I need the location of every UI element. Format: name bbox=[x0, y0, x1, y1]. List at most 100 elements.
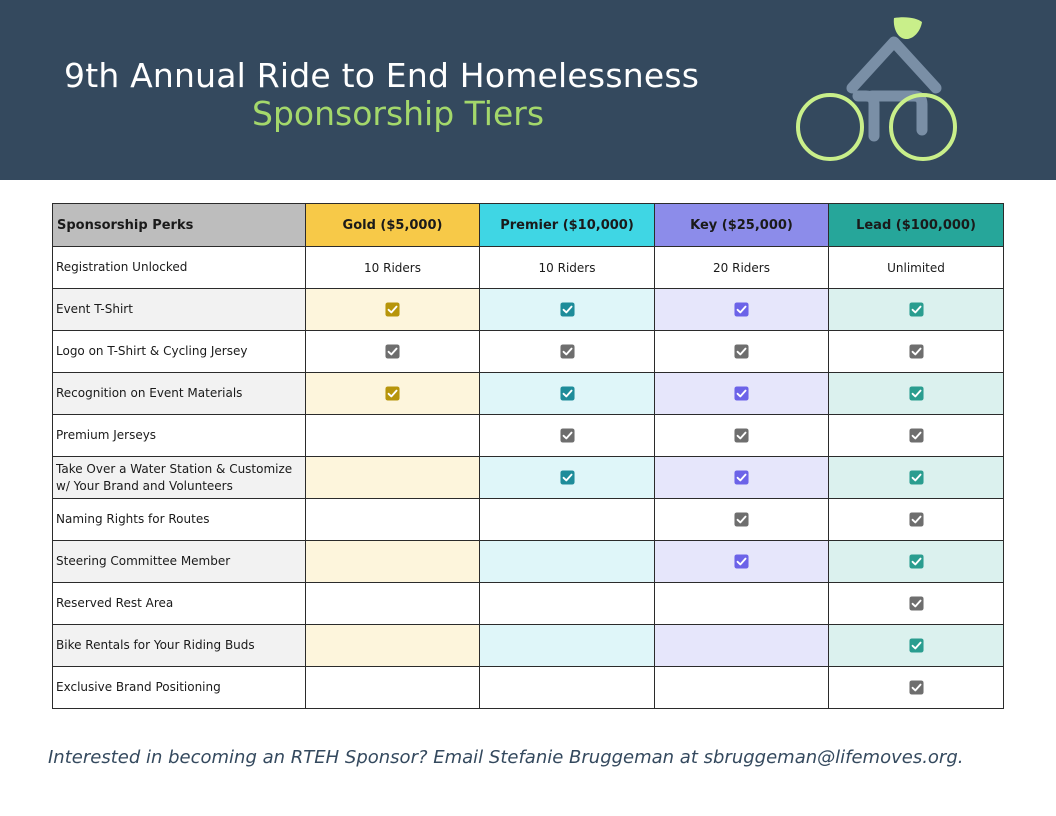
bicycle-house-logo-icon bbox=[796, 17, 957, 161]
tier-cell-gold bbox=[305, 498, 480, 541]
table-row: Event T-Shirt bbox=[52, 288, 1004, 331]
perk-name: Bike Rentals for Your Riding Buds bbox=[52, 624, 306, 667]
tier-cell-gold bbox=[305, 330, 480, 373]
tier-cell-lead: Unlimited bbox=[828, 246, 1004, 289]
table-row: Logo on T-Shirt & Cycling Jersey bbox=[52, 330, 1004, 373]
tier-cell-gold bbox=[305, 624, 480, 667]
tier-cell-lead bbox=[828, 330, 1004, 373]
sponsorship-table: Sponsorship Perks Gold ($5,000) Premier … bbox=[52, 203, 1004, 709]
tier-cell-gold bbox=[305, 540, 480, 583]
tier-header-lead: Lead ($100,000) bbox=[828, 203, 1004, 247]
perk-name: Recognition on Event Materials bbox=[52, 372, 306, 415]
tier-cell-key bbox=[654, 330, 829, 373]
checkbox-checked-icon bbox=[908, 470, 924, 485]
contact-footer: Interested in becoming an RTEH Sponsor? … bbox=[48, 747, 964, 768]
tier-cell-key bbox=[654, 666, 829, 709]
checkbox-checked-icon bbox=[559, 428, 575, 443]
table-row: Registration Unlocked 10 Riders 10 Riders 2… bbox=[52, 246, 1004, 289]
checkbox-checked-icon bbox=[734, 428, 749, 443]
tier-cell-lead bbox=[828, 540, 1004, 583]
perk-name: Reserved Rest Area bbox=[52, 582, 306, 625]
table-row: Steering Committee Member bbox=[52, 540, 1004, 583]
tier-header-premier: Premier ($10,000) bbox=[479, 203, 655, 247]
checkbox-checked-icon bbox=[734, 512, 749, 527]
checkbox-checked-icon bbox=[908, 302, 924, 317]
tier-cell-gold bbox=[305, 372, 480, 415]
tier-cell-premier bbox=[479, 372, 655, 415]
tier-cell-key bbox=[654, 540, 829, 583]
tier-cell-gold bbox=[305, 582, 480, 625]
tier-header-key: Key ($25,000) bbox=[654, 203, 829, 247]
tier-cell-lead bbox=[828, 624, 1004, 667]
table-row: Exclusive Brand Positioning bbox=[52, 666, 1004, 709]
checkbox-checked-icon bbox=[385, 344, 400, 359]
table-row: Recognition on Event Materials bbox=[52, 372, 1004, 415]
perk-name: Event T-Shirt bbox=[52, 288, 306, 331]
checkbox-checked-icon bbox=[908, 428, 924, 443]
checkbox-checked-icon bbox=[908, 680, 924, 695]
tier-cell-key bbox=[654, 372, 829, 415]
checkbox-checked-icon bbox=[908, 512, 924, 527]
checkbox-checked-icon bbox=[559, 470, 575, 485]
checkbox-checked-icon bbox=[908, 344, 924, 359]
tier-cell-lead bbox=[828, 582, 1004, 625]
table-row: Reserved Rest Area bbox=[52, 582, 1004, 625]
tier-cell-key: 20 Riders bbox=[654, 246, 829, 289]
checkbox-checked-icon bbox=[734, 302, 749, 317]
tier-header-gold: Gold ($5,000) bbox=[305, 203, 480, 247]
perk-name: Registration Unlocked bbox=[52, 246, 306, 289]
checkbox-checked-icon bbox=[908, 638, 924, 653]
table-row: Bike Rentals for Your Riding Buds bbox=[52, 624, 1004, 667]
tier-cell-key bbox=[654, 624, 829, 667]
checkbox-checked-icon bbox=[734, 470, 749, 485]
tier-cell-gold bbox=[305, 456, 480, 499]
tier-cell-lead bbox=[828, 288, 1004, 331]
tier-cell-premier bbox=[479, 330, 655, 373]
tier-cell-premier: 10 Riders bbox=[479, 246, 655, 289]
tier-cell-premier bbox=[479, 624, 655, 667]
checkbox-checked-icon bbox=[908, 554, 924, 569]
checkbox-checked-icon bbox=[559, 386, 575, 401]
perk-name: Naming Rights for Routes bbox=[52, 498, 306, 541]
page-subtitle: Sponsorship Tiers bbox=[252, 94, 545, 133]
tier-cell-key bbox=[654, 414, 829, 457]
table-row: Naming Rights for Routes bbox=[52, 498, 1004, 541]
checkbox-checked-icon bbox=[559, 302, 575, 317]
table-body: Registration Unlocked 10 Riders 10 Riders 2… bbox=[52, 246, 1004, 709]
tier-cell-lead bbox=[828, 372, 1004, 415]
perk-name: Premium Jerseys bbox=[52, 414, 306, 457]
perks-column-header: Sponsorship Perks bbox=[52, 203, 306, 247]
checkbox-checked-icon bbox=[734, 554, 749, 569]
tier-cell-key bbox=[654, 288, 829, 331]
tier-cell-lead bbox=[828, 414, 1004, 457]
checkbox-checked-icon bbox=[385, 302, 400, 317]
checkbox-checked-icon bbox=[734, 344, 749, 359]
tier-cell-premier bbox=[479, 414, 655, 457]
tier-cell-premier bbox=[479, 540, 655, 583]
checkbox-checked-icon bbox=[385, 386, 400, 401]
tier-cell-key bbox=[654, 498, 829, 541]
perk-name: Take Over a Water Station & Customize w/… bbox=[52, 456, 306, 499]
tier-cell-lead bbox=[828, 666, 1004, 709]
tier-cell-premier bbox=[479, 498, 655, 541]
checkbox-checked-icon bbox=[908, 386, 924, 401]
table-row: Premium Jerseys bbox=[52, 414, 1004, 457]
tier-cell-gold bbox=[305, 666, 480, 709]
tier-cell-gold bbox=[305, 414, 480, 457]
perk-name: Logo on T-Shirt & Cycling Jersey bbox=[52, 330, 306, 373]
tier-cell-gold: 10 Riders bbox=[305, 246, 480, 289]
tier-cell-gold bbox=[305, 288, 480, 331]
table-row: Take Over a Water Station & Customize w/… bbox=[52, 456, 1004, 499]
tier-cell-premier bbox=[479, 582, 655, 625]
perk-name: Steering Committee Member bbox=[52, 540, 306, 583]
tier-cell-key bbox=[654, 582, 829, 625]
tier-cell-lead bbox=[828, 456, 1004, 499]
header-banner: 9th Annual Ride to End Homelessness Spon… bbox=[0, 0, 1056, 180]
tier-cell-premier bbox=[479, 456, 655, 499]
page-title: 9th Annual Ride to End Homelessness bbox=[64, 56, 700, 95]
table-header-row: Sponsorship Perks Gold ($5,000) Premier … bbox=[52, 203, 1004, 247]
perk-name: Exclusive Brand Positioning bbox=[52, 666, 306, 709]
checkbox-checked-icon bbox=[559, 344, 575, 359]
tier-cell-premier bbox=[479, 666, 655, 709]
checkbox-checked-icon bbox=[908, 596, 924, 611]
